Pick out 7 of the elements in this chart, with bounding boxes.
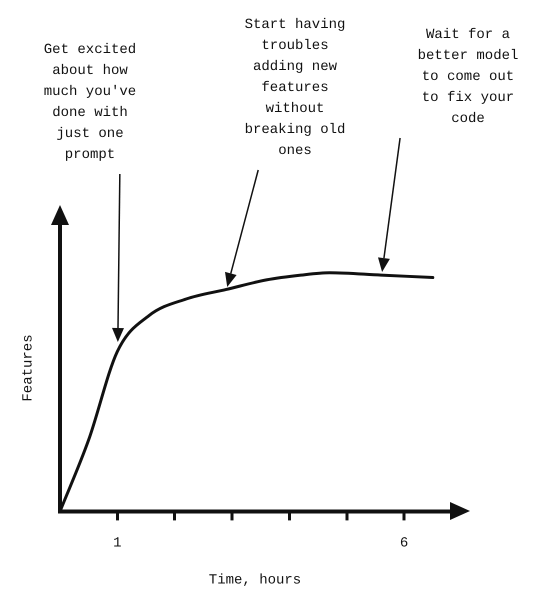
x-axis-title: Time, hours: [208, 572, 302, 588]
y-axis-title: Features: [20, 334, 36, 402]
x-tick-label: 6: [400, 536, 408, 552]
text: Start having troubles adding new features without breaking old ones: [244, 16, 346, 161]
text: Get excited about how much you've done with just one prompt: [42, 41, 138, 165]
text: Wait for a better model to come out to fix your code: [416, 26, 520, 129]
x-tick-label: 1: [113, 536, 122, 552]
